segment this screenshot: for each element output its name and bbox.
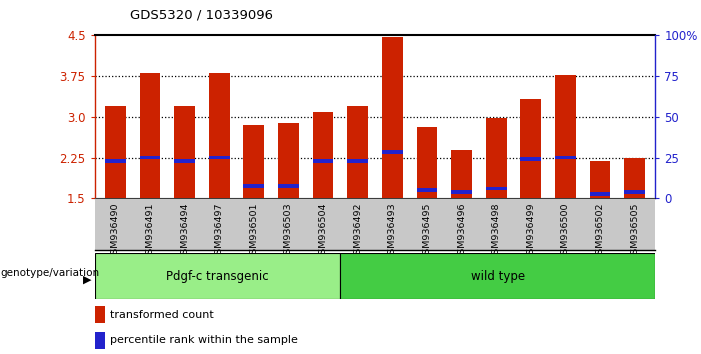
Bar <box>382 37 403 198</box>
Text: GSM936495: GSM936495 <box>423 202 431 260</box>
Text: ▶: ▶ <box>83 275 91 285</box>
Text: GSM936499: GSM936499 <box>526 202 536 260</box>
Bar <box>105 159 125 163</box>
Text: genotype/variation: genotype/variation <box>0 268 99 278</box>
Bar <box>209 73 230 198</box>
Text: GSM936490: GSM936490 <box>111 202 120 260</box>
Bar <box>243 184 264 188</box>
Text: GSM936491: GSM936491 <box>146 202 154 260</box>
Bar <box>347 159 368 163</box>
Bar <box>340 253 655 299</box>
Bar <box>278 123 299 198</box>
Text: GSM936492: GSM936492 <box>353 202 362 260</box>
Bar <box>95 306 104 323</box>
Text: Pdgf-c transgenic: Pdgf-c transgenic <box>166 270 268 282</box>
Bar <box>451 150 472 198</box>
Bar <box>175 106 195 198</box>
Bar <box>313 113 334 198</box>
Bar <box>278 184 299 188</box>
Bar <box>382 150 403 154</box>
Text: transformed count: transformed count <box>110 309 214 320</box>
Bar <box>139 73 161 198</box>
Bar <box>95 332 104 349</box>
Text: GSM936494: GSM936494 <box>180 202 189 260</box>
Text: GSM936502: GSM936502 <box>596 202 604 260</box>
Bar <box>486 118 507 198</box>
Text: GSM936501: GSM936501 <box>250 202 259 260</box>
Text: percentile rank within the sample: percentile rank within the sample <box>110 335 298 346</box>
Bar <box>243 125 264 198</box>
Bar <box>520 99 541 198</box>
Bar <box>209 156 230 159</box>
Bar <box>139 156 161 159</box>
Text: GSM936493: GSM936493 <box>388 202 397 260</box>
Text: GSM936498: GSM936498 <box>491 202 501 260</box>
Text: GSM936496: GSM936496 <box>457 202 466 260</box>
Bar <box>105 106 125 198</box>
Bar <box>590 161 611 198</box>
Text: GSM936504: GSM936504 <box>319 202 327 260</box>
Bar <box>625 158 645 198</box>
Text: GDS5320 / 10339096: GDS5320 / 10339096 <box>130 8 273 21</box>
Text: GSM936505: GSM936505 <box>630 202 639 260</box>
Bar <box>590 192 611 196</box>
Text: GSM936497: GSM936497 <box>215 202 224 260</box>
Text: GSM936500: GSM936500 <box>561 202 570 260</box>
Text: GSM936503: GSM936503 <box>284 202 293 260</box>
Text: wild type: wild type <box>470 270 525 282</box>
Bar <box>625 190 645 194</box>
Bar <box>95 253 340 299</box>
Bar <box>486 187 507 190</box>
Bar <box>451 190 472 194</box>
Bar <box>520 157 541 161</box>
Bar <box>347 106 368 198</box>
Bar <box>416 127 437 198</box>
Bar <box>175 159 195 163</box>
Bar <box>313 159 334 163</box>
Bar <box>555 156 576 159</box>
Bar <box>555 75 576 198</box>
Bar <box>416 188 437 192</box>
